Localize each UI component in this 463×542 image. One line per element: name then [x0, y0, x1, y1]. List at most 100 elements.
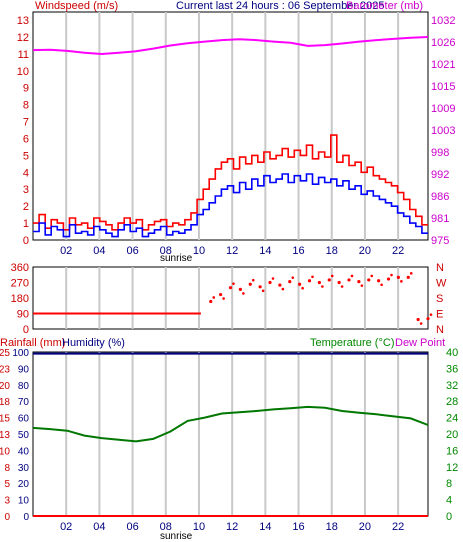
temperature-y-tick-label: 28	[446, 396, 458, 408]
wind-y-tick-label: 3	[23, 184, 29, 196]
humidity-y-tick-label: 40	[18, 446, 30, 457]
temperature-y-tick-label: 16	[446, 445, 458, 457]
temperature-y-tick-label: 8	[446, 478, 452, 490]
x-tick-label: 12	[226, 245, 238, 257]
baro-y-tick-label: 1003	[431, 125, 455, 137]
direction-point	[248, 282, 252, 286]
x-tick-label: 14	[259, 245, 271, 257]
direction-point	[429, 313, 433, 316]
direction-point	[396, 275, 400, 279]
direction-point	[416, 317, 420, 322]
wind-y-tick-label: 13	[17, 15, 29, 27]
x-tick-label: 08	[160, 245, 172, 257]
x-tick-label: 08	[160, 521, 172, 533]
x-tick-label: 22	[392, 245, 404, 257]
direction-point	[327, 278, 331, 282]
baro-y-tick-label: 998	[431, 147, 449, 159]
baro-y-tick-label: 975	[431, 235, 449, 247]
direction-point	[409, 272, 413, 275]
direction-point	[209, 299, 213, 304]
direction-y-tick-label: 0	[23, 324, 29, 336]
direction-point	[377, 279, 381, 283]
dewpoint-title: Dew Point	[395, 337, 445, 349]
x-tick-label: 16	[292, 521, 304, 533]
direction-point	[268, 280, 272, 285]
x-tick-label: 10	[193, 521, 205, 533]
direction-point	[370, 274, 374, 278]
x-tick-label: 10	[193, 245, 205, 257]
x-tick-label: 06	[126, 245, 138, 257]
wind-y-tick-label: 0	[23, 235, 29, 247]
temperature-y-tick-label: 32	[446, 380, 458, 392]
temperature-y-tick-label: 24	[446, 413, 458, 425]
direction-compass-label: E	[436, 309, 443, 321]
rain-y-tick-label: 20	[0, 381, 10, 392]
direction-point	[288, 280, 292, 284]
direction-point	[298, 282, 302, 286]
wind-y-tick-label: 2	[23, 201, 29, 213]
direction-point	[400, 280, 403, 283]
direction-compass-label: W	[436, 278, 447, 290]
rain-y-tick-label: 3	[4, 496, 10, 507]
direction-point	[406, 275, 410, 279]
rain-y-tick-label: 0	[4, 512, 10, 523]
wind-y-tick-label: 9	[23, 83, 29, 95]
barometer-title: Barometer (mb)	[346, 0, 423, 12]
baro-y-tick-label: 1026	[431, 37, 455, 49]
x-tick-label: 18	[326, 521, 338, 533]
direction-point	[281, 287, 285, 291]
x-tick-label: 20	[359, 521, 371, 533]
wind-gust-line	[33, 134, 428, 231]
rain-y-tick-label: 23	[0, 364, 10, 375]
wind-y-tick-label: 5	[23, 150, 29, 162]
direction-point	[222, 297, 225, 300]
direction-point	[360, 284, 364, 287]
humidity-y-tick-label: 70	[18, 397, 30, 408]
direction-point	[390, 273, 393, 277]
direction-point	[291, 276, 295, 279]
rain-y-tick-label: 15	[0, 414, 10, 425]
baro-y-tick-label: 1009	[431, 103, 455, 115]
wind-y-tick-label: 10	[17, 66, 29, 78]
direction-point	[380, 283, 383, 287]
baro-y-tick-label: 981	[431, 213, 449, 225]
direction-y-tick-label: 90	[17, 309, 29, 321]
baro-y-tick-label: 1021	[431, 59, 455, 71]
direction-point	[232, 282, 235, 285]
x-tick-label: 14	[259, 521, 271, 533]
x-tick-label: 20	[359, 245, 371, 257]
direction-point	[212, 296, 216, 299]
temperature-y-tick-label: 0	[446, 511, 452, 523]
temperature-y-tick-label: 20	[446, 429, 458, 441]
rain-y-tick-label: 10	[0, 446, 10, 457]
direction-point	[317, 280, 321, 285]
chart-center-title: Current last 24 hours : 06 September 202…	[176, 0, 385, 12]
x-tick-label: 04	[93, 521, 105, 533]
wind-y-tick-label: 4	[23, 167, 29, 179]
direction-point	[307, 279, 312, 283]
wind-y-tick-label: 1	[23, 218, 29, 230]
sunrise-label-bottom: sunrise	[160, 531, 193, 542]
rain-title: Rainfall (mm)	[0, 337, 65, 349]
rain-y-tick-label: 18	[0, 397, 10, 408]
wind-y-tick-label: 12	[17, 32, 29, 44]
direction-point	[251, 278, 255, 282]
humidity-y-tick-label: 100	[12, 348, 29, 359]
direction-point	[386, 277, 391, 281]
baro-y-tick-label: 986	[431, 191, 449, 203]
x-tick-label: 22	[392, 521, 404, 533]
direction-compass-label: N	[436, 324, 444, 336]
humidity-y-tick-label: 20	[18, 479, 30, 490]
rain-y-tick-label: 13	[0, 430, 10, 441]
direction-point	[337, 280, 341, 285]
x-tick-label: 02	[60, 245, 72, 257]
direction-point	[271, 277, 275, 280]
direction-point	[278, 283, 282, 287]
direction-point	[357, 280, 361, 284]
rain-y-tick-label: 8	[4, 463, 10, 474]
direction-point	[261, 289, 265, 293]
direction-point	[228, 286, 233, 290]
direction-point	[330, 274, 334, 278]
